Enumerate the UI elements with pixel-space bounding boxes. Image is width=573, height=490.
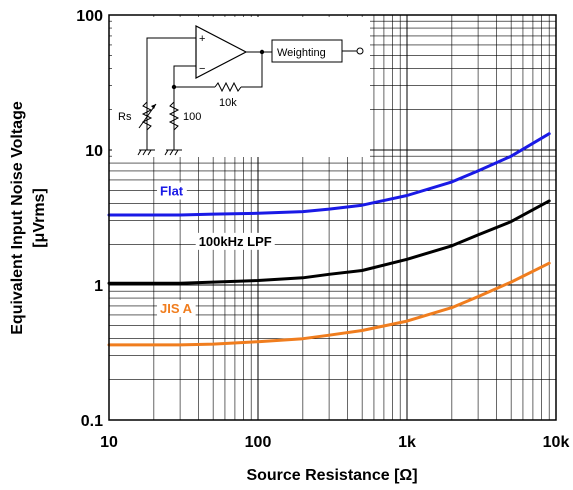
series-lines [107,132,551,347]
ground-100-hatch-2 [169,149,174,156]
noninverting-input-wire [146,37,196,150]
y-tick-label: 1 [94,278,103,295]
weighting-label: Weighting [277,47,326,59]
resistor-10k-label: 10k [219,97,237,109]
plot-frame [108,14,557,421]
ground-100-hatch-1 [164,149,169,156]
y-tick-label: 100 [76,8,103,25]
series-labels: Flat 100kHz LPF JIS A [157,182,275,318]
x-axis-title: Source Resistance [Ω] [246,467,417,484]
series-label-group-flat: Flat [157,182,187,200]
series-label-100khz-lpf: 100kHz LPF [199,234,272,249]
tick-labels: 10 100 1k 10k 0.1 1 10 100 [76,8,569,451]
x-tick-label: 10 [100,434,118,451]
resistor-100-label: 100 [183,111,201,123]
x-tick-label: 100 [245,434,272,451]
series-label-bg [195,232,275,250]
series-label-jis-a: JIS A [160,301,193,316]
series-label-group-100khz-lpf: 100kHz LPF [195,232,275,250]
opamp-triangle [195,25,248,79]
ground-rs-hatch-1 [137,149,142,156]
resistor-100 [168,101,180,131]
series-line-jis-a [107,261,551,347]
ground-rs-hatch-3 [147,149,152,156]
rs-label: Rs [118,111,132,123]
opamp-plus-sign: + [199,33,205,45]
series-line-flat [107,132,551,217]
feedback-return-wire [241,52,263,88]
inverting-input-wire [173,65,196,150]
x-tick-label: 1k [398,434,416,451]
ground-100-hatch-3 [174,149,179,156]
series-label-bg [157,300,196,318]
y-tick-label: 0.1 [81,413,103,430]
series-label-flat: Flat [160,184,184,199]
output-terminal [356,47,364,55]
y-axis-title: Equivalent Input Noise Voltage [μVrms] [9,101,48,335]
y-axis-title-line1: Equivalent Input Noise Voltage [9,101,26,335]
y-axis-title-line2: [μVrms] [31,188,48,248]
series-label-bg [157,182,187,200]
ground-rs-hatch-2 [142,149,147,156]
series-line-100khz-lpf [107,199,551,285]
y-tick-label: 10 [85,143,103,160]
opamp-minus-sign: − [199,63,205,75]
resistor-10k [214,81,242,93]
inset-schematic: + − Weighting Rs 10k 100 [112,17,370,157]
rs-arrow-head [151,104,156,109]
series-label-group-jis-a: JIS A [157,300,196,318]
x-tick-label: 10k [543,434,570,451]
